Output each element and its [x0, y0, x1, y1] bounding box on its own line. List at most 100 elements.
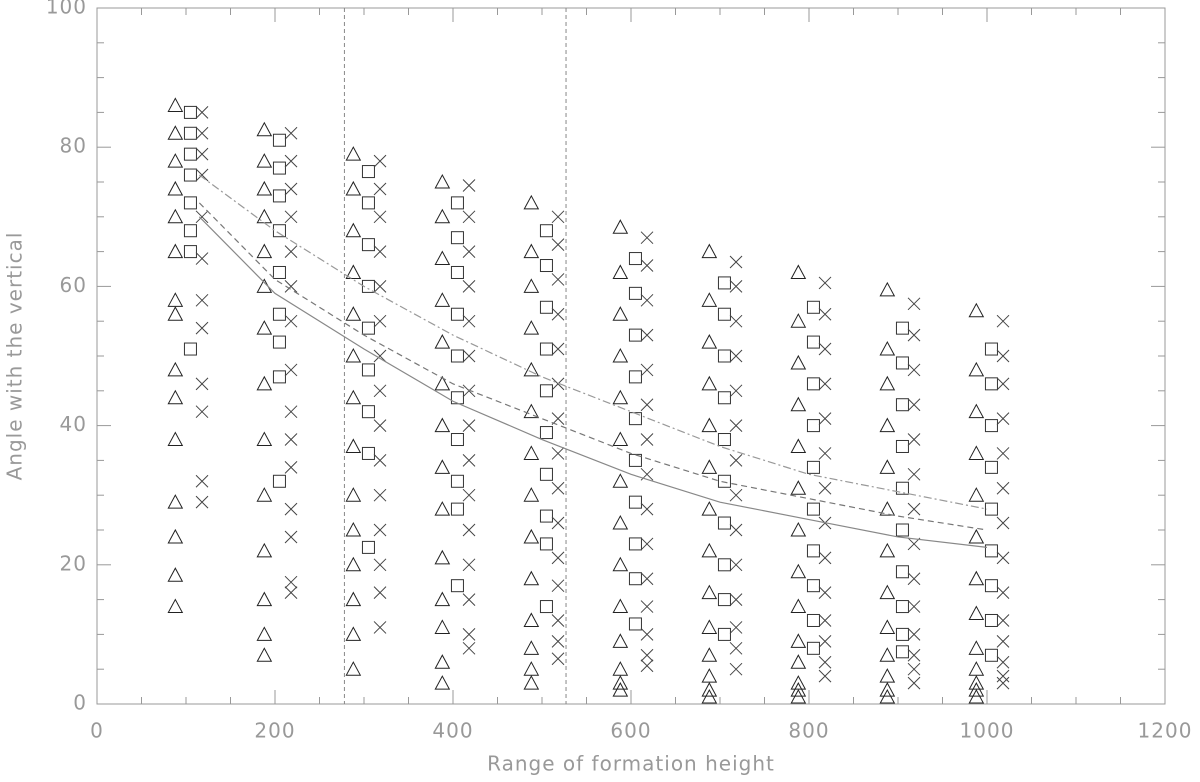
triangle-marker	[434, 619, 451, 634]
cross-marker	[818, 551, 832, 565]
triangle-marker	[256, 626, 273, 641]
cross-marker	[907, 537, 921, 551]
square-marker	[984, 342, 998, 356]
cross-marker	[373, 210, 387, 224]
cross-marker	[551, 307, 565, 321]
triangle-marker	[523, 675, 540, 690]
triangle-marker	[345, 180, 362, 196]
cross-marker	[373, 182, 387, 196]
square-marker	[361, 279, 375, 293]
square-marker	[717, 474, 731, 488]
triangle-marker	[701, 417, 718, 433]
cross-marker	[996, 586, 1010, 599]
cross-marker	[551, 342, 565, 356]
square-marker	[717, 593, 731, 607]
triangle-marker	[968, 445, 985, 460]
cross-marker	[729, 593, 743, 606]
cross-marker	[462, 419, 476, 432]
cross-marker	[195, 405, 209, 419]
triangle-marker	[345, 487, 362, 502]
triangle-marker	[167, 153, 184, 168]
y-axis-label: Angle with the vertical	[3, 232, 27, 481]
cross-marker	[462, 454, 476, 467]
cross-marker	[818, 655, 832, 669]
triangle-marker	[790, 313, 807, 328]
square-marker	[628, 453, 642, 467]
cross-marker	[551, 516, 565, 530]
square-marker	[272, 370, 286, 384]
x-tick-label: 200	[254, 719, 295, 743]
triangle-marker	[523, 361, 540, 377]
triangle-marker	[167, 567, 184, 582]
triangle-marker	[968, 403, 985, 419]
square-marker	[806, 502, 820, 516]
cross-marker	[907, 600, 921, 613]
triangle-marker	[790, 438, 807, 453]
triangle-marker	[968, 605, 985, 621]
triangle-marker	[612, 675, 629, 690]
triangle-marker	[345, 521, 362, 537]
cross-marker	[373, 245, 387, 258]
triangle-marker	[345, 591, 362, 607]
square-marker	[717, 307, 731, 321]
cross-marker	[640, 628, 654, 641]
cross-marker	[640, 293, 654, 307]
cross-marker	[462, 280, 476, 293]
square-marker	[984, 502, 998, 516]
cross-marker	[907, 628, 921, 641]
square-marker	[984, 648, 998, 662]
cross-marker	[818, 447, 832, 460]
triangle-marker	[434, 591, 451, 607]
square-marker	[895, 356, 909, 370]
square-marker	[895, 523, 909, 537]
triangle-marker	[256, 208, 273, 224]
cross-marker	[818, 307, 832, 321]
cross-marker	[373, 280, 387, 293]
square-marker	[895, 645, 909, 659]
square-marker	[984, 460, 998, 474]
triangle-marker	[612, 473, 629, 488]
cross-marker	[373, 586, 387, 599]
triangle-marker	[434, 459, 451, 474]
x-tick-label: 1000	[960, 719, 1015, 743]
cross-marker	[551, 447, 565, 460]
triangle-marker	[256, 278, 273, 293]
cross-marker	[729, 641, 743, 655]
cross-marker	[551, 481, 565, 495]
triangle-marker	[701, 542, 718, 558]
cross-marker	[284, 314, 298, 328]
cross-marker	[907, 502, 921, 516]
triangle-marker	[523, 194, 540, 210]
cross-marker	[729, 454, 743, 467]
cross-marker	[284, 210, 298, 224]
square-marker	[539, 467, 553, 481]
triangle-marker	[968, 661, 985, 676]
cross-marker	[551, 614, 565, 627]
cross-marker	[373, 419, 387, 432]
triangle-marker	[612, 264, 629, 279]
square-marker	[539, 300, 553, 314]
triangle-marker	[612, 389, 629, 405]
triangle-marker	[167, 243, 184, 259]
square-marker	[628, 495, 642, 509]
triangle-marker	[167, 361, 184, 377]
cross-marker	[907, 572, 921, 586]
triangle-marker	[345, 306, 362, 321]
cross-marker	[818, 635, 832, 648]
cross-marker	[640, 659, 654, 673]
square-marker	[183, 224, 197, 238]
cross-marker	[729, 384, 743, 398]
square-marker	[539, 426, 553, 440]
cross-marker	[284, 154, 298, 168]
cross-marker	[640, 259, 654, 272]
square-marker	[984, 613, 998, 627]
triangle-marker	[790, 682, 807, 697]
square-marker	[183, 342, 197, 356]
square-marker	[895, 565, 909, 579]
triangle-marker	[434, 417, 451, 433]
cross-marker	[729, 558, 743, 572]
cross-marker	[195, 293, 209, 307]
square-marker	[272, 265, 286, 279]
cross-marker	[996, 676, 1010, 690]
triangle-marker	[612, 347, 629, 363]
